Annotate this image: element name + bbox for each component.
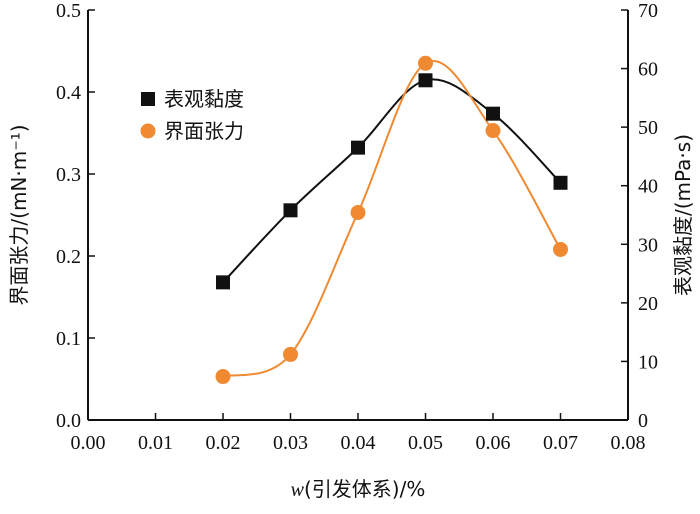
y-right-tick-label: 50 [638, 117, 658, 139]
series-lines [222, 60, 562, 378]
axis-labels: w(引发体系)/% 界面张力/(mN·m⁻¹) 表观黏度/(mPa·s) [7, 124, 695, 501]
y-left-tick-label: 0.4 [56, 82, 81, 104]
x-axis-label: w(引发体系)/% [291, 477, 426, 501]
y-right-tick-label: 0 [638, 410, 648, 432]
y-right-tick-label: 60 [638, 59, 658, 81]
series-markers [215, 55, 568, 385]
y-left-tick-label: 0.2 [56, 246, 81, 268]
viscosity-point [351, 140, 365, 155]
viscosity-point [553, 175, 568, 190]
x-axis-label-variable: w [291, 479, 305, 501]
tension-point [485, 123, 501, 139]
viscosity-point [283, 203, 298, 218]
x-tick-label: 0.02 [206, 432, 241, 454]
y-right-tick-label: 40 [638, 176, 658, 198]
axes: 0.00 0.01 0.02 0.03 0.04 0.05 0.06 0.07 0.080.00… [56, 0, 658, 454]
y-axis-right-label: 表观黏度/(mPa·s) [671, 134, 695, 296]
y-left-tick-label: 0.0 [56, 410, 81, 432]
viscosity-point [486, 106, 500, 121]
x-tick-label: 0.06 [476, 432, 511, 454]
y-right-tick-label: 30 [638, 234, 658, 256]
legend-label-viscosity: 表观黏度 [164, 87, 244, 111]
legend-label-tension: 界面张力 [164, 119, 244, 143]
y-left-tick-label: 0.5 [56, 0, 81, 22]
viscosity-line [222, 78, 562, 284]
y-right-tick-label: 70 [638, 0, 658, 22]
y-left-tick-label: 0.1 [56, 328, 81, 350]
tension-point [283, 346, 298, 362]
x-tick-label: 0.00 [71, 432, 106, 454]
x-tick-label: 0.08 [611, 432, 646, 454]
legend-marker-viscosity [141, 92, 155, 106]
x-tick-label: 0.07 [543, 432, 578, 454]
viscosity-point [216, 275, 230, 290]
viscosity-point [418, 73, 433, 88]
y-right-tick-label: 10 [638, 351, 658, 373]
tension-point [215, 369, 231, 385]
tension-point [418, 55, 433, 71]
x-tick-label: 0.03 [273, 432, 308, 454]
x-tick-label: 0.05 [408, 432, 443, 454]
tension-point [350, 205, 366, 221]
x-tick-label: 0.04 [341, 432, 376, 454]
legend-marker-tension [140, 123, 156, 139]
y-right-tick-label: 20 [638, 293, 658, 315]
tension-point [553, 241, 568, 257]
x-tick-label: 0.01 [138, 432, 173, 454]
y-axis-left-label: 界面张力/(mN·m⁻¹) [7, 124, 31, 305]
y-left-tick-label: 0.3 [56, 164, 81, 186]
x-axis-label-text: (引发体系)/% [304, 477, 425, 501]
